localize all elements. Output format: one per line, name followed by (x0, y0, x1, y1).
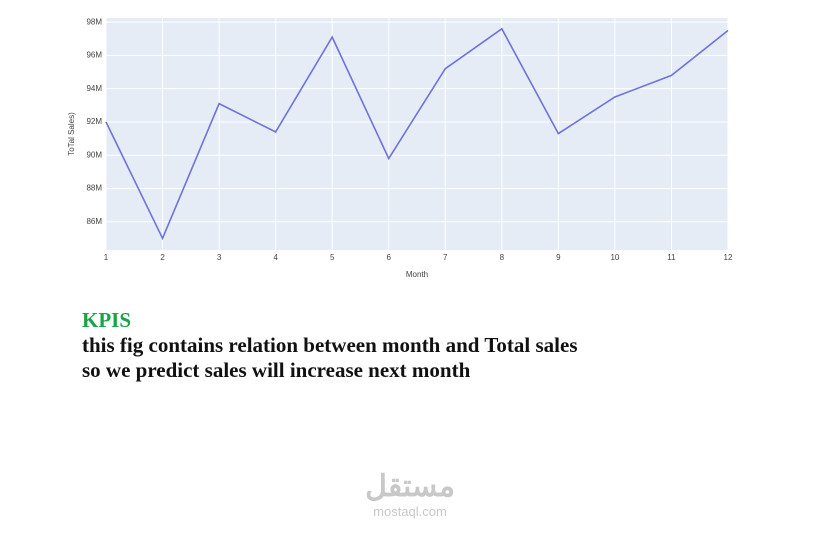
x-tick-label: 3 (217, 253, 222, 262)
text-line: this fig contains relation between month… (82, 333, 578, 357)
watermark: مستقل mostaql.com (340, 470, 480, 519)
x-tick-label: 6 (387, 253, 392, 262)
y-tick-label: 98M (86, 17, 102, 26)
x-tick-label: 9 (556, 253, 561, 262)
line-series (105, 27, 729, 241)
x-tick-label: 11 (667, 253, 676, 262)
y-tick-label: 94M (86, 84, 102, 93)
y-tick-label: 92M (86, 117, 102, 126)
x-tick-label: 10 (610, 253, 619, 262)
chart: ToTal Sales) Month 86M 88M 90M 92M 94M 96M 98M… (67, 17, 733, 279)
x-axis-title: Month (406, 270, 428, 279)
text-line: so we predict sales will increase next m… (82, 358, 471, 382)
watermark-site: mostaql.com (373, 504, 447, 519)
x-tick-label: 7 (443, 253, 448, 262)
y-tick-label: 88M (86, 184, 102, 193)
text-block: KPIS this fig contains relation between … (82, 308, 578, 383)
y-axis-title: ToTal Sales) (67, 112, 76, 156)
watermark-logo: مستقل (365, 470, 455, 503)
x-tick-label: 4 (273, 253, 278, 262)
y-tick-label: 86M (86, 217, 102, 226)
y-tick-label: 96M (86, 51, 102, 60)
x-tick-label: 8 (500, 253, 505, 262)
y-tick-label: 90M (86, 150, 102, 159)
plot-background (106, 18, 728, 250)
x-tick-label: 2 (160, 253, 165, 262)
heading: KPIS (82, 308, 132, 332)
x-tick-label: 12 (724, 253, 733, 262)
x-tick-label: 5 (330, 253, 335, 262)
x-tick-label: 1 (104, 253, 109, 262)
